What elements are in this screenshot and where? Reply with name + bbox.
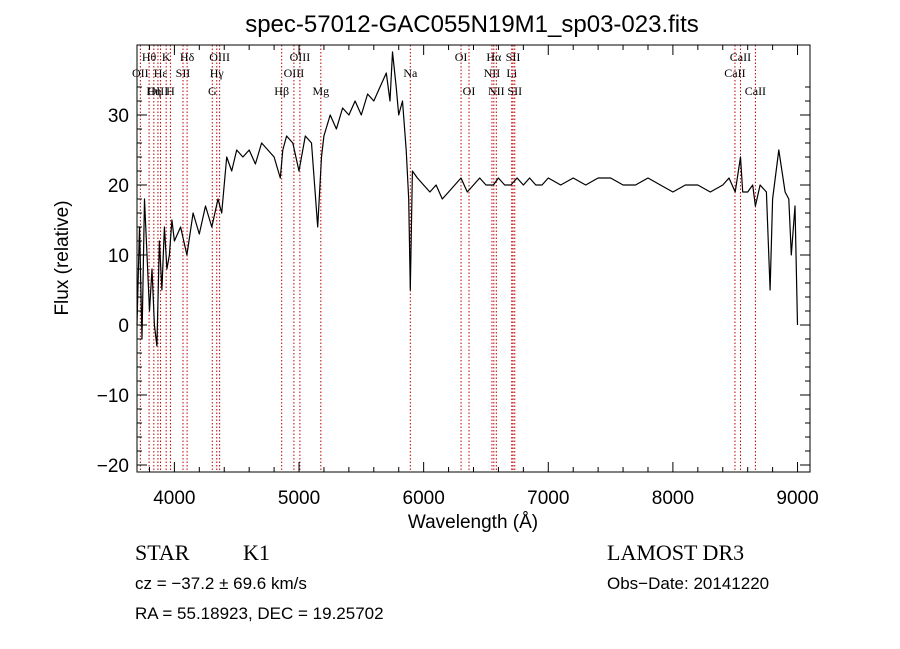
- y-tick-label: −10: [97, 386, 129, 407]
- coordinates: RA = 55.18923, DEC = 19.25702: [135, 604, 384, 623]
- spectral-line-label: OI: [463, 84, 476, 98]
- spectral-line-label: OIII: [148, 84, 169, 98]
- x-tick-label: 7000: [527, 488, 569, 509]
- spectral-line-label: NII: [484, 66, 501, 80]
- spectral-line-label: SII: [176, 66, 191, 80]
- object-subclass: K1: [243, 540, 270, 565]
- y-tick-label: 10: [108, 246, 129, 267]
- spectral-line-label: SII: [506, 50, 521, 64]
- spectral-line-label: Na: [403, 66, 418, 80]
- spectral-line-label: OIII: [284, 66, 305, 80]
- spectral-line-label: CaII: [730, 50, 751, 64]
- spectral-line-label: NII: [488, 84, 505, 98]
- spectral-line-label: Hα: [486, 50, 502, 64]
- spectral-line-label: G: [208, 84, 217, 98]
- spectral-lines-layer: [139, 45, 756, 472]
- spectral-line-label: K: [162, 50, 171, 64]
- axis-ticks-layer: 4000 5000 6000 7000 8000 9000 −20 −10 0 10 20 30: [97, 45, 819, 509]
- x-tick-label: 5000: [278, 488, 320, 509]
- spectral-line-label: Hε: [154, 66, 168, 80]
- spectral-line-label: OII: [132, 66, 149, 80]
- chart-title: spec-57012-GAC055N19M1_sp03-023.fits: [245, 11, 699, 38]
- x-axis-label: Wavelength (Å): [408, 512, 538, 533]
- y-axis-label: Flux (relative): [52, 200, 73, 315]
- spectral-line-label: OIII: [290, 50, 311, 64]
- spectral-line-label: Mg: [312, 84, 329, 98]
- spectral-line-label: Hγ: [210, 66, 225, 80]
- redshift-text: cz = −37.2 ± 69.6 km/s: [135, 574, 307, 593]
- x-tick-label: 9000: [776, 488, 818, 509]
- obs-date: Obs−Date: 20141220: [607, 574, 770, 593]
- x-tick-label: 8000: [652, 488, 694, 509]
- x-tick-label: 4000: [153, 488, 195, 509]
- spectral-line-label: Hβ: [274, 84, 289, 98]
- spectral-line-label: Hη: [146, 84, 161, 98]
- x-tick-label: 6000: [403, 488, 445, 509]
- y-tick-label: 20: [108, 176, 129, 197]
- spectral-line-label: SII: [507, 84, 522, 98]
- plot-frame: [136, 44, 811, 473]
- y-tick-label: 0: [118, 316, 129, 337]
- y-tick-label: 30: [108, 106, 129, 127]
- spectral-line-label: CaII: [724, 66, 745, 80]
- spectral-line-label: Li: [506, 66, 517, 80]
- spectral-line-labels-layer: HθOIIOIIIHεHηKHSIIHδGHγOIIIHβOIIIOIIIMgN…: [132, 50, 766, 98]
- spectral-line-label: OI: [455, 50, 468, 64]
- y-tick-label: −20: [97, 456, 129, 477]
- spectral-line-label: CaII: [745, 84, 766, 98]
- spectral-line-label: OIII: [209, 50, 230, 64]
- spectral-line-label: Hδ: [180, 50, 195, 64]
- spectral-line-label: H: [166, 84, 175, 98]
- spectral-line-label: Hθ: [142, 50, 157, 64]
- flux-series-layer: [136, 51, 799, 347]
- object-class: STAR: [135, 540, 190, 565]
- survey-name: LAMOST DR3: [607, 540, 745, 565]
- flux-series-line: [136, 51, 799, 347]
